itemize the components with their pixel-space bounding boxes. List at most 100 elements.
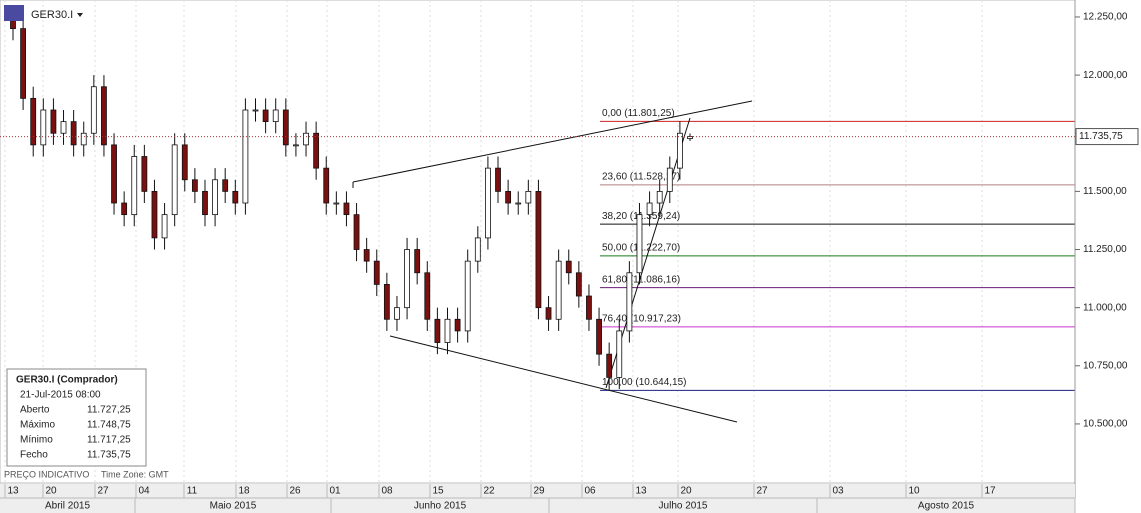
x-tick-label: 20 xyxy=(680,486,692,497)
candle-body xyxy=(181,144,188,181)
dropdown-arrow[interactable] xyxy=(77,13,83,17)
candle-body xyxy=(404,249,410,309)
month-label: Julho 2015 xyxy=(659,501,708,512)
candle-body xyxy=(171,144,178,216)
x-tick-label: 29 xyxy=(533,486,545,497)
candle-body xyxy=(222,179,229,192)
month-label: Agosto 2015 xyxy=(918,501,975,512)
candle-body xyxy=(353,214,360,250)
candle-body xyxy=(565,260,572,274)
candle-body xyxy=(414,249,421,274)
x-tick-label: 18 xyxy=(238,486,250,497)
info-value: 11.748,75 xyxy=(87,420,131,431)
x-tick-label: 22 xyxy=(483,486,495,497)
candle-body xyxy=(131,156,138,216)
price-type: PREÇO INDICATIVO xyxy=(4,469,89,479)
candle-body xyxy=(596,318,602,355)
candle-body xyxy=(151,190,158,239)
info-value: 11.717,25 xyxy=(87,435,131,446)
y-axis-panel xyxy=(1075,0,1141,513)
x-tick-label: 08 xyxy=(381,486,393,497)
candle-body xyxy=(50,109,57,134)
x-tick-label: 20 xyxy=(45,486,57,497)
candle-body xyxy=(636,214,643,274)
candle-body xyxy=(40,109,47,146)
candle-body xyxy=(313,132,320,169)
candle-body xyxy=(60,121,67,134)
candle-body xyxy=(656,190,663,204)
candle-body xyxy=(343,202,350,216)
candle-body xyxy=(242,109,249,204)
y-tick-label: 11.000,00 xyxy=(1083,302,1127,313)
candle-body xyxy=(626,272,633,332)
fib-label: 76,40 (10.917,23) xyxy=(602,314,681,325)
candle-body xyxy=(505,190,512,204)
info-value: 11.735,75 xyxy=(87,450,131,461)
x-tick-label: 13 xyxy=(635,486,647,497)
candle-body xyxy=(363,249,370,262)
x-tick-label: 13 xyxy=(7,486,19,497)
month-label: Junho 2015 xyxy=(414,501,467,512)
candle-body xyxy=(555,260,562,320)
candle-body xyxy=(282,109,289,146)
x-tick-label: 17 xyxy=(984,486,996,497)
x-tick-label: 06 xyxy=(584,486,596,497)
candle-body xyxy=(606,353,613,378)
x-tick-label: 15 xyxy=(432,486,444,497)
trend-line xyxy=(352,100,753,183)
candle-body xyxy=(454,318,461,332)
info-label: Aberto xyxy=(20,405,50,416)
candle-body xyxy=(323,167,330,204)
candle-body xyxy=(545,307,552,320)
x-tick-label: 01 xyxy=(329,486,341,497)
current-price-box xyxy=(1075,128,1139,146)
fib-label: 100,00 (10.644,15) xyxy=(602,377,687,388)
candle-body xyxy=(191,179,198,192)
instrument-title[interactable]: GER30.I xyxy=(31,9,73,21)
candle-body xyxy=(464,260,471,332)
info-value: 11.727,25 xyxy=(87,405,131,416)
x-tick-label: 26 xyxy=(289,486,301,497)
info-date: 21-Jul-2015 08:00 xyxy=(20,390,101,401)
fib-label: 0,00 (11.801,25) xyxy=(602,108,675,119)
y-tick-label: 12.250,00 xyxy=(1083,12,1128,23)
month-label: Maio 2015 xyxy=(210,501,257,512)
x-tick-label: 27 xyxy=(97,486,109,497)
y-tick-label: 11.250,00 xyxy=(1083,244,1127,255)
candle-body xyxy=(444,318,451,343)
candle-body xyxy=(485,167,491,239)
y-tick-label: 10.750,00 xyxy=(1083,360,1128,371)
candle-body xyxy=(161,214,168,239)
candle-body xyxy=(535,190,542,309)
candle-body xyxy=(525,190,532,204)
info-box-frame xyxy=(6,368,147,467)
candle-body xyxy=(80,132,87,146)
candle-body xyxy=(232,190,239,204)
x-tick-label: 03 xyxy=(832,486,844,497)
candle-body xyxy=(252,109,259,112)
x-tick-label: 27 xyxy=(756,486,768,497)
fib-label: 23,60 (11.528,17) xyxy=(602,171,680,182)
candle-body xyxy=(272,109,279,123)
candle-body xyxy=(90,86,97,134)
y-tick-label: 10.500,00 xyxy=(1083,419,1128,430)
candle-body xyxy=(586,295,592,320)
candle-body xyxy=(101,86,107,146)
instrument-icon xyxy=(4,5,24,21)
info-box: GER30.I (Comprador) 21-Jul-2015 08:00 Ab… xyxy=(6,368,147,467)
candle-body xyxy=(575,272,582,297)
candle-body xyxy=(111,144,117,204)
candle-body xyxy=(424,272,431,320)
candle-body xyxy=(20,28,27,99)
candle-body xyxy=(383,284,390,320)
candle-body xyxy=(474,237,481,262)
candle-body xyxy=(676,132,683,169)
candle-body xyxy=(202,190,208,216)
candle-body xyxy=(333,202,340,205)
candle-body xyxy=(121,202,128,216)
y-tick-label: 11.500,00 xyxy=(1083,186,1127,197)
candle-body xyxy=(394,307,400,320)
x-tick-label: 11 xyxy=(187,486,198,497)
candle-body xyxy=(666,167,673,192)
